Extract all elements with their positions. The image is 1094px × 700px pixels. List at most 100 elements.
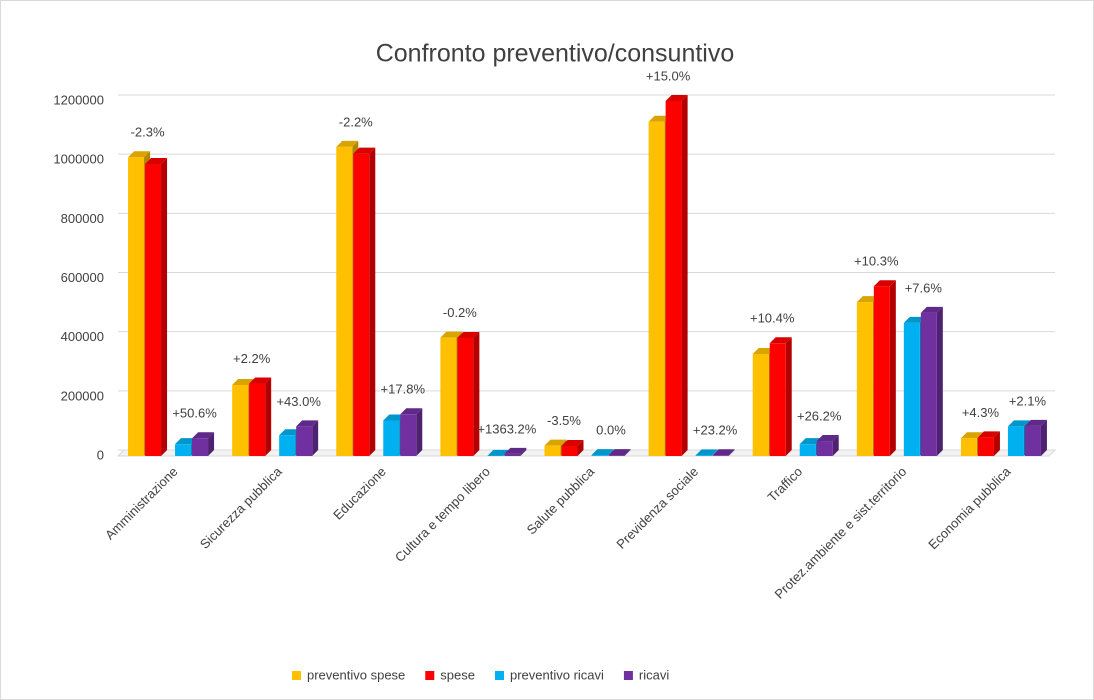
bar-side <box>993 431 1000 456</box>
bar-top <box>665 95 688 101</box>
change-label: +1363.2% <box>477 421 536 436</box>
bar-top <box>400 408 423 415</box>
bar-side <box>624 449 631 456</box>
bar <box>544 445 561 456</box>
bar-top <box>920 306 943 313</box>
bar <box>712 455 729 456</box>
y-tick-label: 400000 <box>61 329 104 344</box>
change-label: +15.0% <box>646 68 691 83</box>
bar-side <box>889 280 896 456</box>
y-tick-label: 1200000 <box>53 92 104 107</box>
bar-top <box>1024 419 1047 426</box>
bar-side <box>711 449 718 456</box>
bar <box>1024 425 1041 456</box>
change-label: +23.2% <box>693 423 738 438</box>
bar-top <box>712 449 735 456</box>
change-label: +7.6% <box>905 280 943 295</box>
bar <box>175 444 192 456</box>
bar-side <box>577 440 584 456</box>
bar-side <box>369 147 376 457</box>
bar <box>296 426 313 456</box>
bar-top <box>192 432 215 439</box>
change-label: +2.1% <box>1009 393 1047 408</box>
bar <box>873 286 890 456</box>
bar <box>249 383 266 456</box>
bar-side <box>832 435 839 456</box>
bar-side <box>785 337 792 456</box>
bar-top <box>856 296 879 303</box>
y-tick-label: 200000 <box>61 388 104 403</box>
bar-top <box>816 435 839 442</box>
bar-top <box>145 158 168 165</box>
bar <box>769 343 786 456</box>
change-label: +4.3% <box>962 405 1000 420</box>
bar-side <box>936 306 943 456</box>
bar-side <box>728 449 735 456</box>
bar <box>816 441 833 456</box>
change-label: +10.4% <box>750 311 795 326</box>
bar-side <box>416 408 423 456</box>
bar <box>232 385 249 456</box>
bar-top <box>903 316 926 323</box>
bar <box>903 322 920 456</box>
bar-top <box>873 280 896 287</box>
bar-top <box>296 420 319 427</box>
bar-top <box>752 347 775 354</box>
bar <box>920 312 937 456</box>
bar-top <box>504 447 527 454</box>
bar-top <box>769 337 792 344</box>
bar <box>457 337 474 456</box>
bar <box>799 444 816 456</box>
bar-side <box>607 449 614 456</box>
bar-top <box>128 151 151 158</box>
y-tick-label: 800000 <box>61 211 104 226</box>
bar <box>192 438 209 456</box>
bar-side <box>681 95 688 456</box>
bar-top <box>544 439 567 446</box>
legend-swatch <box>425 671 435 680</box>
bar-side <box>1040 419 1047 456</box>
bar <box>665 101 682 456</box>
y-tick-label: 1000000 <box>53 152 104 167</box>
legend: preventivo spese spese preventivo ricavi ri… <box>292 667 669 682</box>
bar <box>856 302 873 456</box>
change-label: 0.0% <box>596 423 626 438</box>
change-label: -2.3% <box>131 125 165 140</box>
y-tick-label: 0 <box>97 447 104 462</box>
bar-top <box>960 432 983 439</box>
y-tick-label: 600000 <box>61 270 104 285</box>
bar <box>960 438 977 456</box>
bar-top <box>232 379 255 385</box>
bar-top <box>440 331 463 338</box>
change-label: +50.6% <box>172 406 217 421</box>
bar <box>400 414 417 456</box>
change-label: +17.8% <box>381 382 426 397</box>
bar <box>128 157 145 457</box>
change-label: -2.2% <box>339 114 373 129</box>
legend-label: preventivo ricavi <box>510 667 604 682</box>
bar <box>648 121 665 456</box>
change-label: -0.2% <box>443 305 477 320</box>
bar <box>752 353 769 456</box>
bar <box>336 146 353 456</box>
bar <box>695 455 712 456</box>
bar-top <box>977 431 1000 438</box>
change-label: -3.5% <box>547 413 581 428</box>
legend-label: spese <box>440 667 475 682</box>
bar <box>353 153 370 457</box>
legend-swatch <box>494 671 504 680</box>
bar-top <box>383 414 406 421</box>
bar <box>279 435 296 456</box>
bar-top <box>175 438 198 445</box>
legend-label: ricavi <box>639 667 669 682</box>
bar-side <box>265 377 272 456</box>
change-label: +26.2% <box>797 408 842 423</box>
change-label: +43.0% <box>276 394 321 409</box>
bar <box>1007 426 1024 456</box>
bar <box>383 420 400 456</box>
legend-label: preventivo spese <box>307 667 405 682</box>
bar-top <box>336 140 359 147</box>
bar <box>504 453 521 456</box>
change-label: +10.3% <box>854 254 899 269</box>
